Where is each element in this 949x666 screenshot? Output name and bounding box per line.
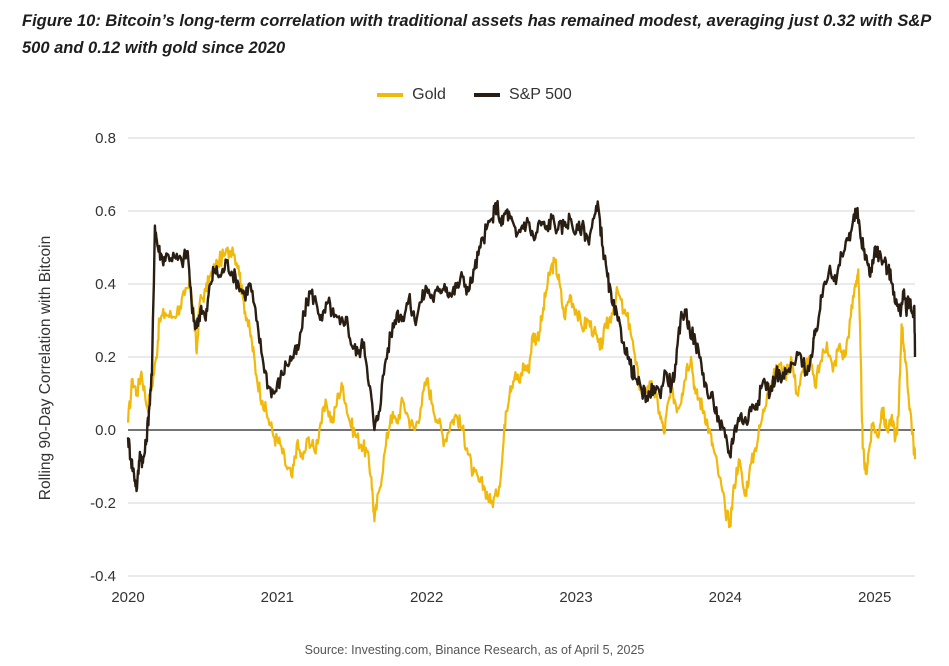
legend-item-sp500: S&P 500 [473, 86, 572, 104]
legend-label-gold: Gold [412, 86, 446, 103]
legend-label-sp500: S&P 500 [508, 86, 572, 103]
y-tick-label: 0.4 [95, 276, 116, 293]
y-tick-label: -0.2 [90, 495, 116, 512]
source-note: Source: Investing.com, Binance Research,… [304, 643, 645, 657]
y-axis-ticks: 0.8 0.6 0.4 0.2 0.0 -0.2 -0.4 [90, 130, 116, 585]
legend-item-gold: Gold [377, 86, 446, 104]
series-layer [126, 199, 917, 529]
figure-title: Figure 10: Bitcoin’s long-term correlati… [22, 12, 931, 57]
x-tick-label: 2022 [410, 589, 443, 606]
y-tick-label: 0.8 [95, 130, 116, 147]
series-line-sp500 [126, 199, 917, 493]
series-line-gold [126, 246, 917, 529]
legend-swatch-sp500 [473, 93, 500, 97]
correlation-line-chart: 0.8 0.6 0.4 0.2 0.0 -0.2 -0.4 2020 2021 2022 2023… [37, 130, 917, 606]
x-tick-label: 2021 [261, 589, 294, 606]
y-tick-label: 0.2 [95, 349, 116, 366]
y-tick-label: -0.4 [90, 568, 116, 585]
legend-swatch-gold [377, 93, 404, 97]
y-tick-label: 0.0 [95, 422, 116, 439]
y-axis-label: Rolling 90-Day Correlation with Bitcoin [37, 236, 54, 500]
grid-layer [128, 137, 915, 577]
x-tick-label: 2025 [858, 589, 891, 606]
x-tick-label: 2023 [559, 589, 592, 606]
x-tick-label: 2024 [709, 589, 742, 606]
y-tick-label: 0.6 [95, 203, 116, 220]
x-tick-label: 2020 [111, 589, 144, 606]
chart-legend: Gold S&P 500 [0, 86, 949, 104]
x-axis-ticks: 2020 2021 2022 2023 2024 2025 [111, 589, 891, 606]
